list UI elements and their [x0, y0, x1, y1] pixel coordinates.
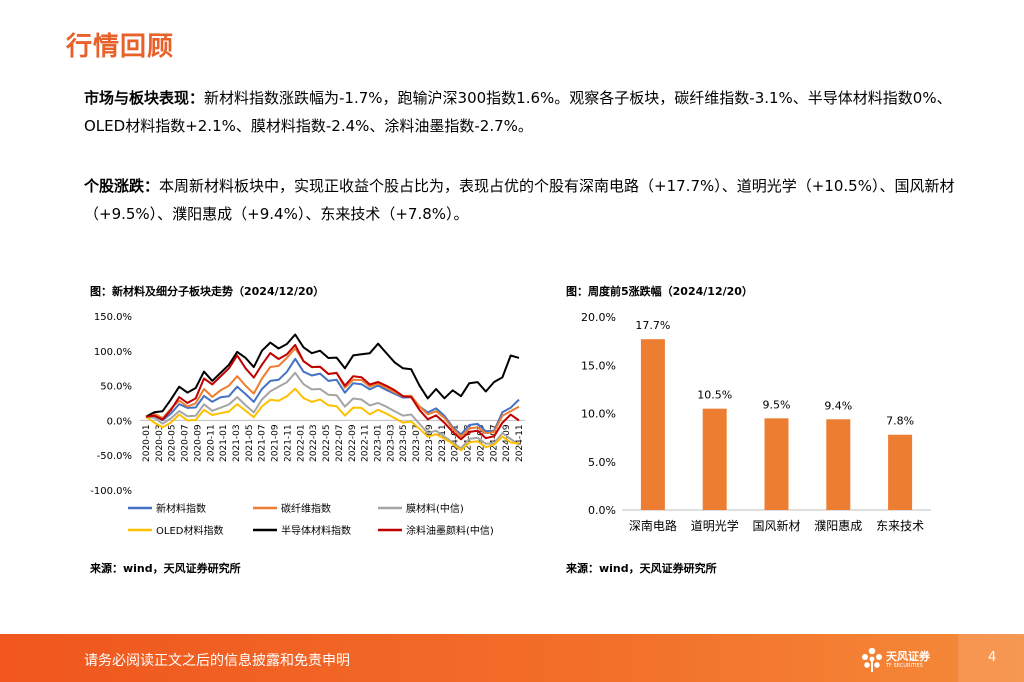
- line-y-tick-label: -100.0%: [90, 486, 132, 497]
- line-x-tick-label: 2022-09: [348, 424, 358, 462]
- line-y-tick-label: 150.0%: [94, 312, 132, 323]
- bar-chart-title: 图：周度前5涨跌幅（2024/12/20）: [566, 285, 753, 298]
- line-x-tick-label: 2021-07: [258, 424, 268, 462]
- flower-logo-icon: [862, 647, 882, 672]
- line-x-tick-label: 2021-01: [219, 424, 229, 462]
- bar-y-tick-label: 5.0%: [588, 456, 616, 469]
- stock-movement-label: 个股涨跌：: [84, 177, 160, 195]
- line-x-tick-label: 2023-07: [412, 424, 422, 462]
- line-y-tick-label: -50.0%: [97, 451, 132, 462]
- line-series: [145, 387, 520, 452]
- line-x-tick-label: 2022-07: [335, 424, 345, 462]
- line-x-tick-label: 2023-01: [374, 424, 384, 462]
- line-x-tick-label: 2020-07: [181, 424, 191, 462]
- line-y-tick-label: 50.0%: [100, 382, 132, 393]
- bar: [888, 434, 913, 510]
- line-x-tick-label: 2022-03: [309, 424, 319, 462]
- line-x-tick-label: 2022-01: [296, 424, 306, 462]
- line-x-tick-label: 2020-03: [155, 424, 165, 462]
- page-number: 4: [988, 650, 997, 665]
- logo-text: 天风证券: [886, 650, 930, 663]
- line-x-tick-label: 2020-01: [142, 424, 152, 462]
- bar-value-label: 10.5%: [697, 389, 732, 402]
- line-x-tick-label: 2022-11: [361, 424, 371, 462]
- logo-subtext: TF SECURITIES: [886, 663, 923, 669]
- line-series: [145, 357, 520, 436]
- bar-category-label: 道明光学: [691, 518, 739, 533]
- line-series: [145, 343, 520, 441]
- line-legend-label: 膜材料(中信): [406, 502, 464, 515]
- line-legend-label: 新材料指数: [156, 502, 206, 515]
- bar-value-label: 9.4%: [824, 399, 852, 412]
- bar-chart: 20.0% 15.0% 10.0% 5.0% 0.0% 17.7% 深南电路 10.5% 道明光…: [581, 311, 931, 533]
- bar-y-tick-label: 10.0%: [581, 408, 616, 421]
- line-x-tick-label: 2024-09: [502, 424, 512, 462]
- footer-corner-decoration: [958, 634, 1024, 682]
- bar-value-label: 9.5%: [763, 398, 791, 411]
- bar-y-tick-label: 20.0%: [581, 311, 616, 324]
- line-x-tick-label: 2023-11: [438, 424, 448, 462]
- stock-movement-text: 本周新材料板块中，实现正收益个股占比为，表现占优的个股有深南电路（+17.7%）…: [84, 177, 955, 223]
- line-x-tick-label: 2024-01: [451, 424, 461, 462]
- bar-value-label: 7.8%: [886, 415, 914, 428]
- line-chart-title: 图：新材料及细分子板块走势（2024/12/20）: [90, 285, 325, 298]
- bar: [640, 339, 665, 510]
- bar-value-label: 17.7%: [635, 319, 670, 332]
- company-logo: 天风证券 TF SECURITIES: [860, 644, 940, 676]
- line-x-tick-label: 2020-05: [168, 424, 178, 462]
- line-x-tick-label: 2023-03: [386, 424, 396, 462]
- page-title: 行情回顾: [66, 32, 175, 62]
- bar-category-label: 国风新材: [752, 518, 800, 533]
- bar-category-label: 深南电路: [629, 518, 677, 533]
- line-x-tick-label: 2023-05: [399, 424, 409, 462]
- bar-chart-source: 来源：wind，天风证券研究所: [566, 562, 717, 575]
- line-legend-label: 碳纤维指数: [281, 502, 331, 515]
- bar-y-tick-label: 0.0%: [588, 504, 616, 517]
- market-summary-paragraph: 市场与板块表现：新材料指数涨跌幅为-1.7%，跑输沪深300指数1.6%。观察各…: [84, 84, 964, 140]
- bar-category-label: 东来技术: [876, 519, 924, 533]
- line-series: [145, 371, 520, 450]
- line-x-tick-label: 2024-11: [515, 424, 525, 462]
- line-chart-source: 来源：wind，天风证券研究所: [90, 562, 241, 575]
- line-x-tick-label: 2021-05: [245, 424, 255, 462]
- line-legend-label: 涂料油墨颜料(中信): [406, 524, 494, 537]
- line-x-tick-label: 2022-05: [322, 424, 332, 462]
- line-y-tick-label: 0.0%: [107, 416, 132, 427]
- bar: [764, 418, 789, 510]
- line-legend-label: OLED材料指数: [156, 524, 223, 537]
- disclaimer-link[interactable]: 请务必阅读正文之后的信息披露和免责申明: [84, 653, 350, 669]
- footer-bar: 请务必阅读正文之后的信息披露和免责申明 天风证券 TF SECURITIES 4: [0, 634, 1024, 682]
- bar-category-label: 濮阳惠成: [814, 518, 862, 533]
- line-x-tick-label: 2020-11: [206, 424, 216, 462]
- market-summary-label: 市场与板块表现：: [84, 89, 205, 107]
- bar: [826, 419, 851, 510]
- line-series: [145, 333, 520, 418]
- bar: [702, 408, 727, 510]
- line-x-tick-label: 2021-11: [283, 424, 293, 462]
- market-summary-text: 新材料指数涨跌幅为-1.7%，跑输沪深300指数1.6%。观察各子板块，碳纤维指…: [84, 89, 952, 135]
- line-y-tick-label: 100.0%: [94, 347, 132, 358]
- line-x-tick-label: 2021-03: [232, 424, 242, 462]
- stock-movement-paragraph: 个股涨跌：本周新材料板块中，实现正收益个股占比为，表现占优的个股有深南电路（+1…: [84, 172, 964, 228]
- line-chart: 150.0% 100.0% 50.0% 0.0% -50.0% -100.0% 2020-0…: [90, 312, 525, 537]
- line-x-tick-label: 2023-09: [425, 424, 435, 462]
- bar-y-tick-label: 15.0%: [581, 359, 616, 372]
- line-legend-label: 半导体材料指数: [281, 524, 351, 537]
- line-x-tick-label: 2021-09: [271, 424, 281, 462]
- line-x-tick-label: 2020-09: [193, 424, 203, 462]
